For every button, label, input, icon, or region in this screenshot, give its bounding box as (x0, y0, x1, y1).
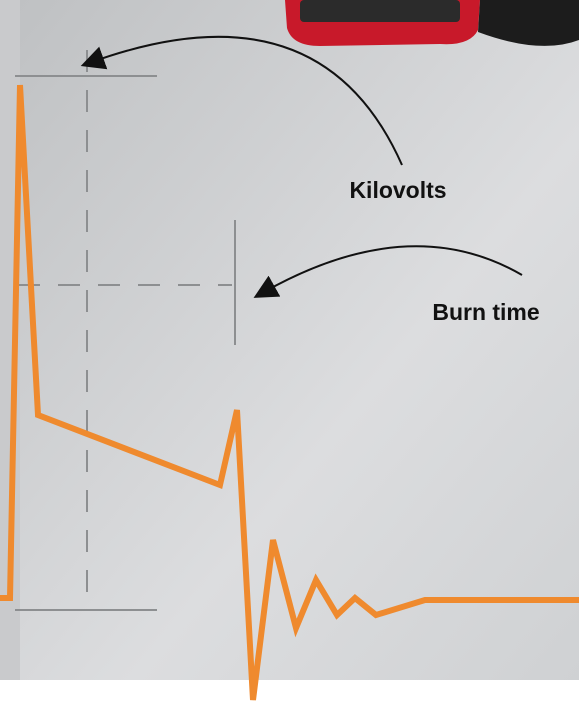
kilovolts-label: Kilovolts (349, 177, 446, 203)
burn-time-label: Burn time (432, 299, 539, 325)
diagram: Kilovolts Burn time (0, 0, 579, 707)
panel-background (20, 0, 579, 680)
tester-device (285, 0, 579, 46)
page: Kilovolts Burn time (() => { const data … (0, 0, 579, 707)
